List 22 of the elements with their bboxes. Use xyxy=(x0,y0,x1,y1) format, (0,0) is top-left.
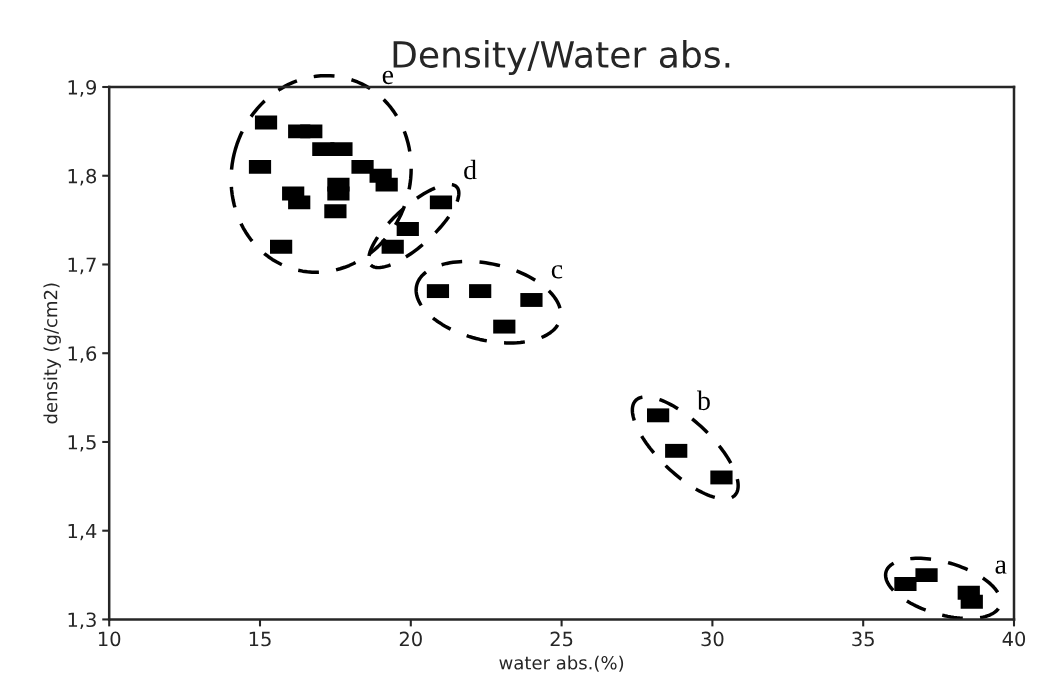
y-tick-label: 1,5 xyxy=(68,435,96,452)
y-tick-label: 1,9 xyxy=(68,79,97,97)
x-tick-label: 30 xyxy=(701,631,724,647)
x-tick-label: 15 xyxy=(249,631,271,647)
x-tick-label: 10 xyxy=(98,631,121,647)
chart-title: Density/Water abs. xyxy=(393,40,730,76)
y-tick-label: 1,7 xyxy=(68,257,96,275)
y-tick-label: 1,6 xyxy=(68,346,97,363)
series-label: b xyxy=(697,390,710,411)
x-tick-label: 40 xyxy=(1002,631,1026,647)
series-label: c xyxy=(551,265,563,279)
series-label: d xyxy=(464,159,477,180)
y-axis-title: density (g/cm2) xyxy=(43,283,61,424)
y-tick-label: 1,4 xyxy=(68,523,97,541)
x-tick-label: 20 xyxy=(399,631,422,647)
y-tick-label: 1,3 xyxy=(68,612,96,630)
x-tick-label: 35 xyxy=(852,631,874,647)
x-axis-title: water abs.(%) xyxy=(499,655,624,672)
y-tick-label: 1,8 xyxy=(68,168,97,186)
x-tick-label: 25 xyxy=(550,631,573,647)
series-label: a xyxy=(995,560,1007,574)
text: e xyxy=(382,70,394,85)
